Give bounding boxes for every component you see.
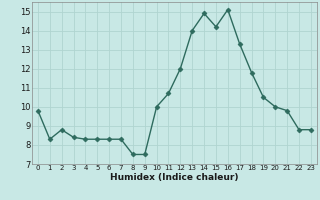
- X-axis label: Humidex (Indice chaleur): Humidex (Indice chaleur): [110, 173, 239, 182]
